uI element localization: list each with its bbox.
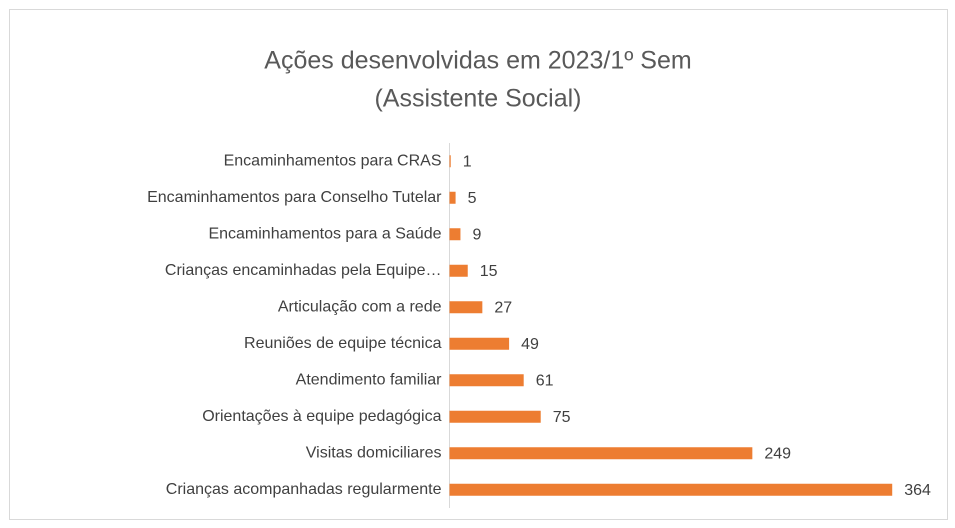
data-label: 61 (536, 372, 554, 389)
data-label: 49 (521, 336, 539, 353)
data-label: 249 (764, 445, 791, 462)
bar (449, 191, 456, 204)
data-label: 1 (463, 153, 472, 170)
bar (449, 483, 893, 496)
category-label: Encaminhamentos para a Saúde (208, 225, 441, 242)
chart-border (9, 9, 948, 520)
data-label: 9 (472, 226, 481, 243)
chart-title: Ações desenvolvidas em 2023/1º Sem (264, 47, 691, 75)
category-label: Visitas domiciliares (306, 444, 442, 461)
bar (449, 447, 753, 460)
category-label: Orientações à equipe pedagógica (202, 408, 441, 425)
bar (449, 228, 461, 241)
data-label: 27 (494, 299, 512, 316)
category-label: Crianças encaminhadas pela Equipe… (165, 262, 442, 279)
category-label: Encaminhamentos para Conselho Tutelar (147, 189, 442, 206)
bar (449, 301, 483, 314)
category-label: Encaminhamentos para CRAS (224, 152, 442, 169)
bar (449, 337, 510, 350)
category-label: Atendimento familiar (296, 371, 443, 388)
data-label: 364 (904, 482, 931, 499)
category-label: Reuniões de equipe técnica (244, 335, 442, 352)
bar (449, 264, 468, 277)
data-label: 15 (480, 263, 498, 280)
data-label: 5 (468, 190, 477, 207)
bar (449, 410, 541, 423)
category-label: Crianças acompanhadas regularmente (166, 481, 442, 498)
chart-subtitle: (Assistente Social) (374, 85, 581, 113)
data-label: 75 (553, 409, 571, 426)
bar (449, 374, 524, 387)
category-label: Articulação com a rede (278, 298, 442, 315)
bar (449, 155, 451, 168)
